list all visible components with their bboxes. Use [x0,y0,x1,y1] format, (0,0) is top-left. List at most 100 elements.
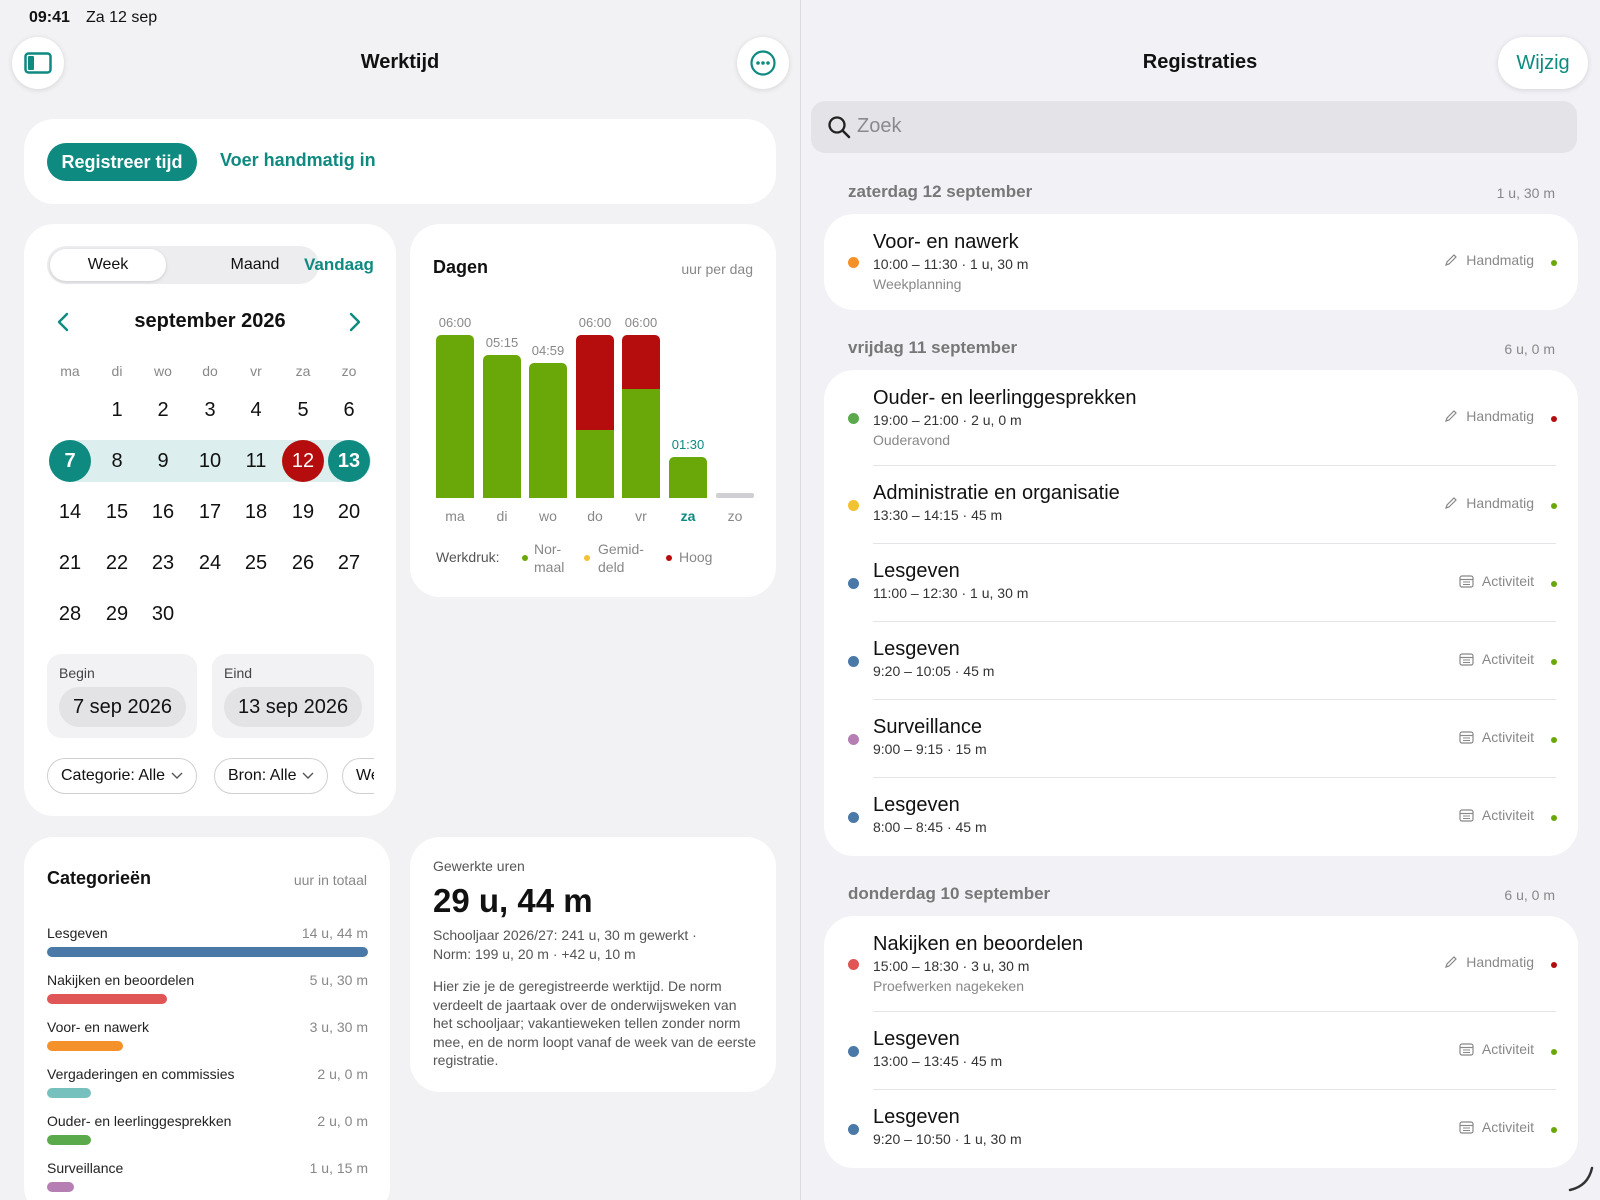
registration-time: 9:20 – 10:50 · 1 u, 30 m [873,1131,1022,1147]
registration-row[interactable]: Lesgeven 8:00 – 8:45 · 45 m Activiteit [824,778,1578,856]
category-name: Ouder- en leerlinggesprekken [47,1113,232,1129]
category-dot [848,500,859,511]
end-date-button[interactable]: 13 sep 2026 [224,687,363,727]
more-button[interactable] [737,37,789,89]
registration-row[interactable]: Surveillance 9:00 – 9:15 · 15 m Activiteit [824,700,1578,778]
bar-value-label: 06:00 [624,315,658,330]
calendar-day[interactable]: 23 [151,551,175,574]
workload-filter-chip[interactable]: We [342,758,374,794]
calendar-day[interactable]: 6 [343,398,355,421]
calendar-day[interactable]: 27 [337,551,361,574]
pencil-icon [1444,955,1458,969]
calendar-day[interactable]: 21 [58,551,82,574]
worked-description: Hier zie je de geregistreerde werktijd. … [433,978,756,1068]
calendar-icon [1459,1120,1474,1134]
today-button[interactable]: Vandaag [304,255,374,274]
sidebar-toggle-button[interactable] [12,37,64,89]
bar-value-label: 04:59 [531,342,565,358]
calendar-day[interactable]: 24 [198,551,222,574]
calendar-day[interactable]: 15 [105,500,129,523]
calendar-day[interactable]: 29 [105,602,129,625]
source-label: Activiteit [1481,729,1534,745]
category-bar [47,1135,91,1145]
day-bar[interactable] [622,335,660,498]
prev-month-button[interactable] [56,312,70,337]
registration-group [824,370,1578,856]
register-time-button[interactable]: Registreer tijd [47,143,197,181]
calendar-day[interactable]: 25 [244,551,268,574]
bar-segment-normaal [622,389,660,498]
calendar-day[interactable]: 26 [291,551,315,574]
search-field[interactable]: Zoek [811,101,1577,153]
row-separator [873,1011,1556,1012]
registration-title: Lesgeven [873,794,960,816]
source-label: Handmatig [1466,252,1534,268]
calendar-day[interactable]: 11 [245,449,267,472]
registration-row[interactable]: Nakijken en beoordelen 15:00 – 18:30 · 3 … [824,916,1578,1012]
begin-date-button[interactable]: 7 sep 2026 [59,687,186,727]
calendar-day[interactable]: 8 [111,449,123,472]
registration-row[interactable]: Lesgeven 9:20 – 10:50 · 1 u, 30 m Activite… [824,1090,1578,1168]
day-bar[interactable] [483,355,521,498]
registration-source: Activiteit [1459,807,1534,823]
registration-row[interactable]: Voor- en nawerk 10:00 – 11:30 · 1 u, 30 m… [824,214,1578,310]
search-placeholder: Zoek [857,115,902,137]
calendar-day[interactable]: 30 [151,602,175,625]
calendar-day[interactable]: 14 [58,500,82,523]
bar-segment-normaal [483,355,521,498]
category-name: Surveillance [47,1160,124,1176]
registration-time: 8:00 – 8:45 · 45 m [873,819,987,835]
registration-title: Lesgeven [873,638,960,660]
calendar-day[interactable]: 5 [297,398,309,421]
resize-handle-icon[interactable] [1568,1166,1594,1192]
calendar-day[interactable]: 20 [337,500,361,523]
category-bar [47,994,167,1004]
calendar-icon [1459,730,1474,744]
day-bar[interactable] [669,457,707,498]
calendar-day[interactable]: 10 [198,449,222,472]
calendar-day[interactable]: 22 [105,551,129,574]
category-value: 3 u, 30 m [309,1019,368,1035]
calendar-day-selected[interactable]: 7 [49,440,91,482]
calendar-day[interactable]: 9 [157,449,169,472]
registration-row[interactable]: Lesgeven 11:00 – 12:30 · 1 u, 30 m Activit… [824,544,1578,622]
registration-row[interactable]: Lesgeven 9:20 – 10:05 · 45 m Activiteit [824,622,1578,700]
registration-group [824,214,1578,310]
pencil-icon [1444,253,1458,267]
registration-source: Activiteit [1459,1119,1534,1135]
calendar-day[interactable]: 4 [250,398,262,421]
day-bar[interactable] [529,362,567,498]
workload-dot [1551,1127,1557,1133]
registration-row[interactable]: Ouder- en leerlinggesprekken 19:00 – 21:0… [824,370,1578,466]
next-month-button[interactable] [348,312,362,337]
registration-source: Handmatig [1444,408,1534,424]
calendar-day[interactable]: 1 [111,398,123,421]
day-bar-empty[interactable] [716,493,754,498]
category-value: 2 u, 0 m [317,1113,368,1129]
registration-row[interactable]: Administratie en organisatie 13:30 – 14:1… [824,466,1578,544]
calendar-day-selected[interactable]: 13 [328,440,370,482]
calendar-day[interactable]: 28 [58,602,82,625]
source-filter-chip[interactable]: Bron: Alle [214,758,329,794]
calendar-day[interactable]: 3 [204,398,216,421]
category-bar [47,1088,91,1098]
segment-week[interactable]: Week [50,249,166,281]
calendar-day-today[interactable]: 12 [282,440,324,482]
segment-month[interactable]: Maand [230,256,280,273]
category-dot [848,578,859,589]
category-filter-chip[interactable]: Categorie: Alle [47,758,198,794]
calendar-day[interactable]: 18 [244,500,268,523]
registration-row[interactable]: Lesgeven 13:00 – 13:45 · 45 m Activiteit [824,1012,1578,1090]
manual-entry-link[interactable]: Voer handmatig in [220,150,376,170]
registration-source: Handmatig [1444,252,1534,268]
calendar-day[interactable]: 19 [291,500,315,523]
day-bar[interactable] [576,335,614,498]
workload-dot [1551,815,1557,821]
page-title: Werktijd [360,51,440,73]
bar-value-label: 01:30 [671,437,705,453]
calendar-day[interactable]: 2 [157,398,169,421]
day-bar[interactable] [436,335,474,498]
edit-button[interactable]: Wijzig [1498,37,1588,89]
calendar-day[interactable]: 17 [198,500,222,523]
calendar-day[interactable]: 16 [151,500,175,523]
